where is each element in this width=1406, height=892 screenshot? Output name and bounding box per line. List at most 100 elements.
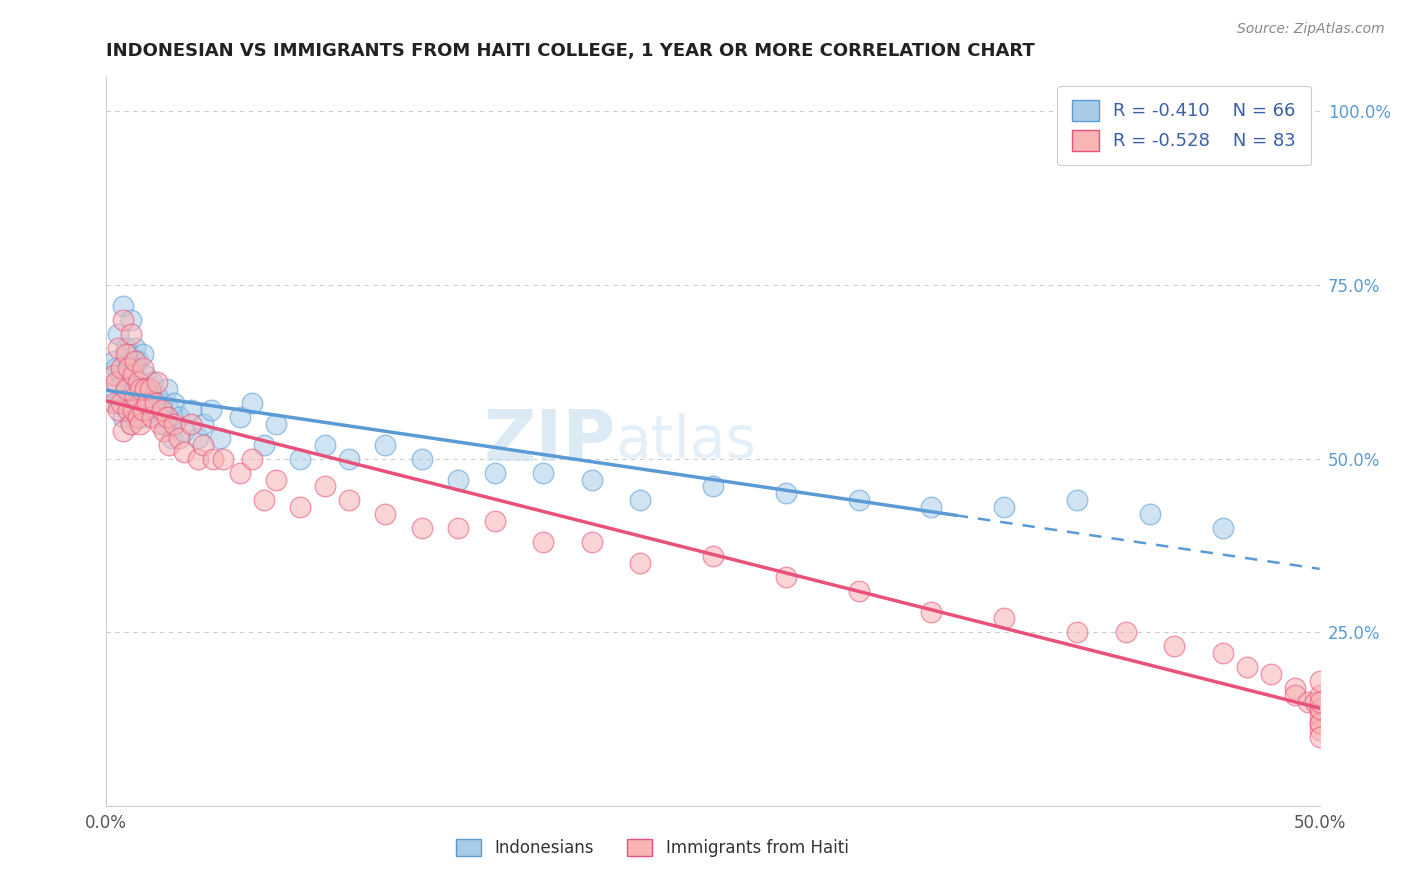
- Point: [139, 382, 162, 396]
- Point: [209, 431, 232, 445]
- Point: [122, 403, 145, 417]
- Point: [146, 389, 169, 403]
- Point: [775, 570, 797, 584]
- Point: [628, 493, 651, 508]
- Point: [124, 354, 146, 368]
- Point: [153, 424, 176, 438]
- Point: [103, 396, 125, 410]
- Point: [124, 382, 146, 396]
- Point: [157, 403, 180, 417]
- Point: [160, 431, 183, 445]
- Point: [114, 347, 136, 361]
- Point: [1309, 730, 1331, 744]
- Point: [141, 410, 163, 425]
- Point: [1284, 688, 1306, 702]
- Point: [120, 312, 142, 326]
- Text: ZIP: ZIP: [484, 407, 616, 475]
- Point: [1309, 723, 1331, 737]
- Point: [337, 451, 360, 466]
- Point: [228, 466, 250, 480]
- Point: [120, 417, 142, 431]
- Point: [531, 535, 554, 549]
- Point: [211, 451, 233, 466]
- Point: [110, 361, 132, 376]
- Point: [187, 431, 209, 445]
- Point: [411, 521, 433, 535]
- Point: [122, 403, 145, 417]
- Point: [127, 354, 149, 368]
- Point: [150, 396, 173, 410]
- Point: [1309, 673, 1331, 688]
- Point: [993, 500, 1015, 515]
- Point: [114, 341, 136, 355]
- Point: [131, 410, 153, 425]
- Point: [141, 376, 163, 390]
- Point: [1296, 695, 1319, 709]
- Point: [112, 299, 135, 313]
- Point: [264, 473, 287, 487]
- Point: [136, 396, 159, 410]
- Point: [702, 479, 724, 493]
- Point: [167, 431, 190, 445]
- Point: [775, 486, 797, 500]
- Point: [411, 451, 433, 466]
- Point: [129, 382, 152, 396]
- Text: atlas: atlas: [616, 413, 756, 470]
- Point: [1309, 688, 1331, 702]
- Point: [531, 466, 554, 480]
- Point: [122, 361, 145, 376]
- Point: [167, 410, 190, 425]
- Point: [202, 451, 225, 466]
- Point: [131, 347, 153, 361]
- Point: [127, 376, 149, 390]
- Point: [1066, 625, 1088, 640]
- Point: [107, 326, 129, 341]
- Point: [112, 410, 135, 425]
- Point: [114, 382, 136, 396]
- Point: [110, 368, 132, 383]
- Point: [173, 444, 195, 458]
- Point: [143, 403, 166, 417]
- Point: [120, 417, 142, 431]
- Point: [131, 361, 153, 376]
- Point: [447, 521, 470, 535]
- Point: [117, 347, 139, 361]
- Point: [112, 424, 135, 438]
- Point: [163, 417, 186, 431]
- Point: [314, 479, 336, 493]
- Point: [200, 403, 222, 417]
- Point: [127, 410, 149, 425]
- Point: [129, 417, 152, 431]
- Point: [447, 473, 470, 487]
- Point: [107, 341, 129, 355]
- Point: [993, 611, 1015, 625]
- Point: [374, 438, 396, 452]
- Point: [1212, 521, 1234, 535]
- Point: [104, 361, 127, 376]
- Point: [848, 493, 870, 508]
- Point: [150, 403, 173, 417]
- Point: [1309, 715, 1331, 730]
- Point: [337, 493, 360, 508]
- Point: [1066, 493, 1088, 508]
- Point: [124, 389, 146, 403]
- Point: [1115, 625, 1137, 640]
- Point: [1212, 646, 1234, 660]
- Point: [112, 312, 135, 326]
- Point: [103, 354, 125, 368]
- Point: [240, 451, 263, 466]
- Point: [131, 403, 153, 417]
- Point: [120, 326, 142, 341]
- Point: [180, 417, 202, 431]
- Point: [139, 396, 162, 410]
- Point: [124, 341, 146, 355]
- Point: [1260, 667, 1282, 681]
- Point: [1309, 708, 1331, 723]
- Point: [702, 549, 724, 563]
- Legend: R = -0.410    N = 66, R = -0.528    N = 83: R = -0.410 N = 66, R = -0.528 N = 83: [1057, 86, 1310, 165]
- Point: [134, 368, 156, 383]
- Point: [484, 466, 506, 480]
- Point: [149, 410, 172, 425]
- Point: [136, 382, 159, 396]
- Point: [1309, 695, 1331, 709]
